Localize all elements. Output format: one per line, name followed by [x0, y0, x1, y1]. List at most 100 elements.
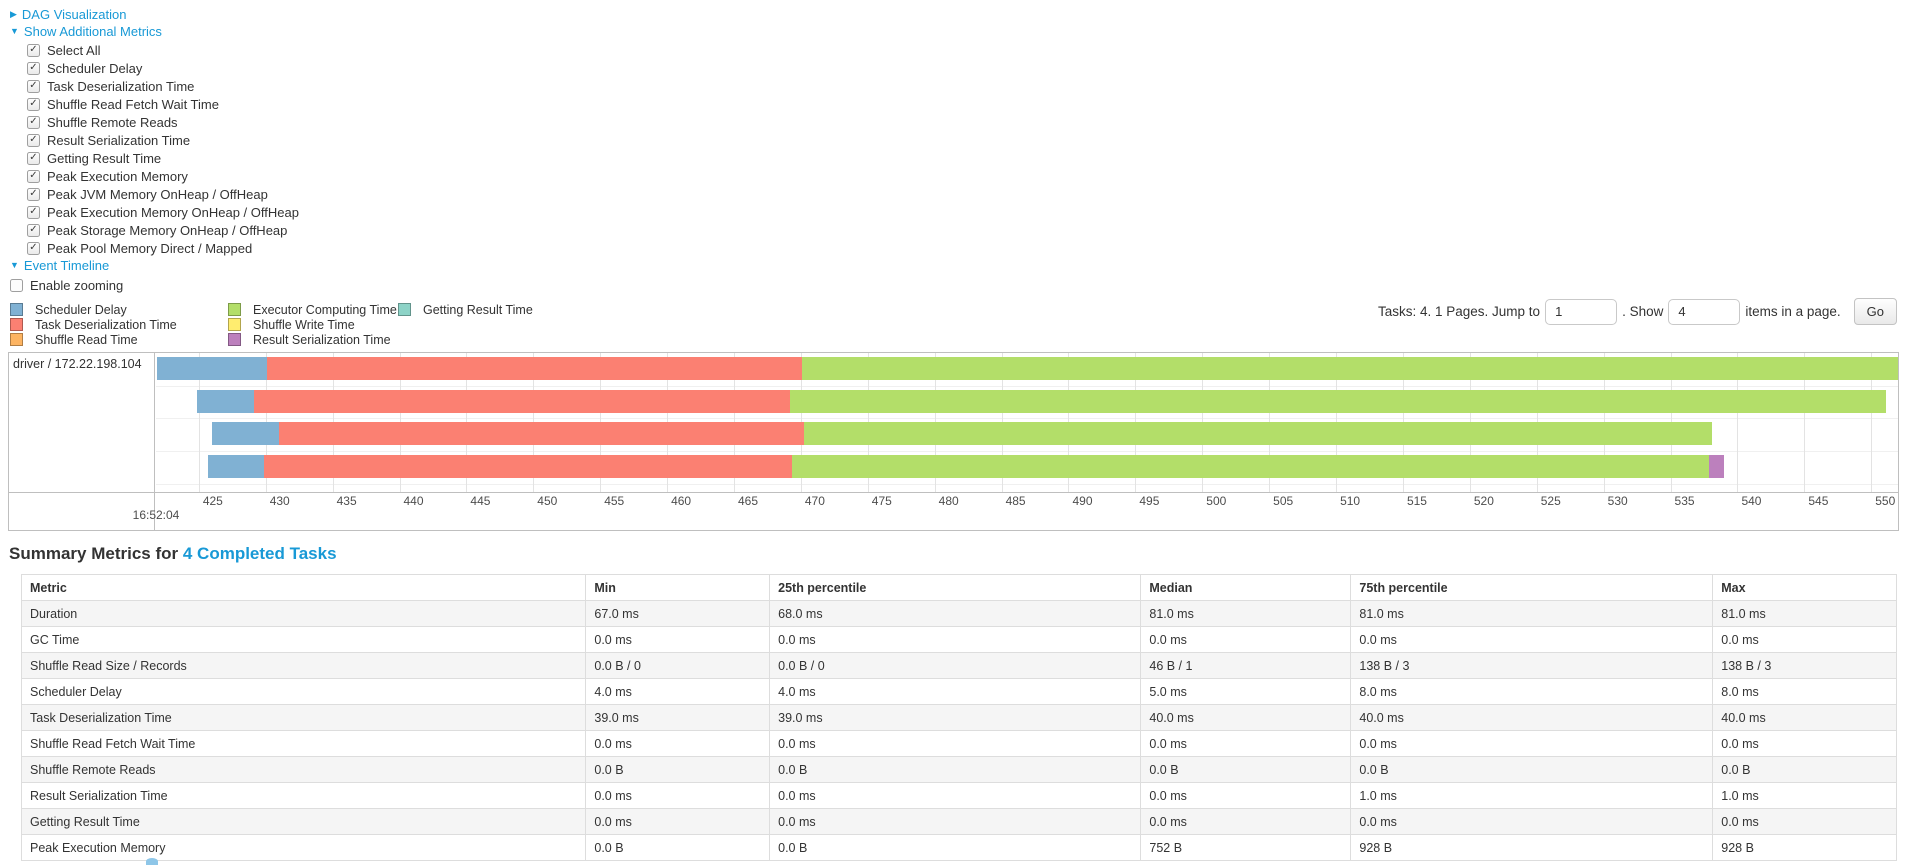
metric-checkbox-getting-result-time[interactable]: ✓ Getting Result Time [27, 149, 1899, 167]
metric-checkbox-peak-jvm-memory-onheap-offheap[interactable]: ✓ Peak JVM Memory OnHeap / OffHeap [27, 185, 1899, 203]
enable-zooming-checkbox[interactable]: Enable zooming [10, 276, 1899, 294]
metric-checkbox-peak-execution-memory[interactable]: ✓ Peak Execution Memory [27, 167, 1899, 185]
legend-item-result-serialization-time: Result Serialization Time [228, 332, 398, 347]
metric-checkbox-shuffle-remote-reads[interactable]: ✓ Shuffle Remote Reads [27, 113, 1899, 131]
summary-header-75th-percentile: 75th percentile [1350, 574, 1714, 601]
metric-checkbox-label: Peak JVM Memory OnHeap / OffHeap [47, 186, 268, 202]
metric-value-cell: 138 B / 3 [1712, 652, 1897, 679]
metric-checkbox-peak-storage-memory-onheap-offheap[interactable]: ✓ Peak Storage Memory OnHeap / OffHeap [27, 221, 1899, 239]
legend-label: Task Deserialization Time [35, 317, 177, 332]
task-1-segment-scheduler-delay[interactable] [197, 390, 254, 413]
task-2-segment-task-deserialization-time[interactable] [279, 422, 804, 445]
items-per-page-input[interactable] [1668, 298, 1741, 325]
checkbox-checked-icon[interactable]: ✓ [27, 151, 40, 165]
event-timeline-toggle[interactable]: ▼ Event Timeline [10, 258, 1899, 273]
metric-name-cell: Getting Result Time [20, 808, 587, 835]
legend-label: Result Serialization Time [253, 332, 391, 347]
metric-checkbox-task-deserialization-time[interactable]: ✓ Task Deserialization Time [27, 77, 1899, 95]
metric-value-cell: 0.0 ms [769, 730, 1142, 757]
metric-checkbox-scheduler-delay[interactable]: ✓ Scheduler Delay [27, 59, 1899, 77]
metric-value-cell: 40.0 ms [1712, 704, 1897, 731]
legend-item-shuffle-write-time: Shuffle Write Time [228, 317, 398, 332]
summary-metrics-title: Summary Metrics for 4 Completed Tasks [9, 544, 1899, 564]
timeline-legend: Scheduler Delay Task Deserialization Time… [10, 302, 533, 347]
summary-header-metric: Metric [20, 574, 587, 601]
metric-checkbox-peak-pool-memory-direct-mapped[interactable]: ✓ Peak Pool Memory Direct / Mapped [27, 239, 1899, 257]
cutoff-element [146, 858, 158, 865]
go-button[interactable]: Go [1853, 298, 1897, 325]
metric-value-cell: 68.0 ms [769, 600, 1142, 627]
summary-row-shuffle-remote-reads: Shuffle Remote Reads 0.0 B 0.0 B 0.0 B 0.0 B… [20, 756, 1897, 783]
checkbox-checked-icon[interactable]: ✓ [27, 133, 40, 147]
metric-value-cell: 0.0 B [769, 756, 1142, 783]
metric-value-cell: 40.0 ms [1140, 704, 1352, 731]
checkbox-checked-icon[interactable]: ✓ [27, 79, 40, 93]
checkbox-unchecked-icon[interactable] [10, 278, 23, 292]
checkbox-checked-icon[interactable]: ✓ [27, 97, 40, 111]
jump-to-page-input[interactable] [1545, 298, 1618, 325]
metric-value-cell: 752 B [1140, 834, 1352, 861]
task-0-segment-scheduler-delay[interactable] [157, 357, 268, 380]
metric-checkbox-label: Select All [47, 42, 101, 58]
task-3-segment-task-deserialization-time[interactable] [264, 455, 792, 478]
metric-value-cell: 40.0 ms [1350, 704, 1714, 731]
metric-value-cell: 4.0 ms [769, 678, 1142, 705]
axis-tick-label: 530 [1607, 494, 1628, 508]
event-timeline-chart: driver / 172.22.198.104 425 430 435 440 445 4… [8, 352, 1899, 531]
task-2-segment-executor-computing-time[interactable] [803, 422, 1713, 445]
checkbox-checked-icon[interactable]: ✓ [27, 115, 40, 129]
dag-visualization-toggle[interactable]: ▶ DAG Visualization [10, 7, 1899, 22]
legend-item-shuffle-read-time: Shuffle Read Time [10, 332, 228, 347]
checkbox-checked-icon[interactable]: ✓ [27, 169, 40, 183]
metric-name-cell: Shuffle Remote Reads [20, 756, 587, 783]
task-3-segment-scheduler-delay[interactable] [208, 455, 265, 478]
legend-swatch-icon [10, 318, 23, 331]
legend-column: Getting Result Time [398, 302, 533, 347]
task-0-segment-executor-computing-time[interactable] [802, 357, 1898, 380]
metric-value-cell: 0.0 ms [769, 782, 1142, 809]
summary-header-max: Max [1712, 574, 1897, 601]
row-gridline [156, 418, 1898, 419]
legend-swatch-icon [228, 318, 241, 331]
axis-tick-label: 435 [336, 494, 357, 508]
metric-value-cell: 0.0 ms [769, 808, 1142, 835]
enable-zooming-label: Enable zooming [30, 277, 124, 293]
task-1-segment-executor-computing-time[interactable] [790, 390, 1886, 413]
show-additional-metrics-toggle[interactable]: ▼ Show Additional Metrics [10, 24, 1899, 39]
metric-value-cell: 0.0 ms [769, 626, 1142, 653]
metric-value-cell: 4.0 ms [585, 678, 771, 705]
task-3-segment-result-serialization-time[interactable] [1709, 455, 1725, 478]
metric-checkbox-result-serialization-time[interactable]: ✓ Result Serialization Time [27, 131, 1899, 149]
metric-checkbox-select-all[interactable]: ✓ Select All [27, 41, 1899, 59]
checkbox-checked-icon[interactable]: ✓ [27, 61, 40, 75]
checkbox-checked-icon[interactable]: ✓ [27, 187, 40, 201]
task-2-segment-scheduler-delay[interactable] [212, 422, 280, 445]
axis-tick-label: 515 [1406, 494, 1427, 508]
axis-tick-label: 440 [403, 494, 424, 508]
metric-checkbox-label: Peak Execution Memory [47, 168, 188, 184]
metric-checkbox-label: Shuffle Read Fetch Wait Time [47, 96, 219, 112]
task-1-segment-task-deserialization-time[interactable] [253, 390, 791, 413]
metric-checkbox-label: Shuffle Remote Reads [47, 114, 178, 130]
checkbox-checked-icon[interactable]: ✓ [27, 223, 40, 237]
legend-swatch-icon [228, 303, 241, 316]
task-0-segment-task-deserialization-time[interactable] [267, 357, 803, 380]
metric-name-cell: Peak Execution Memory [20, 834, 587, 861]
metric-checkbox-peak-execution-memory-onheap-offheap[interactable]: ✓ Peak Execution Memory OnHeap / OffHeap [27, 203, 1899, 221]
metric-checkbox-label: Result Serialization Time [47, 132, 191, 148]
checkbox-checked-icon[interactable]: ✓ [27, 205, 40, 219]
metric-checkbox-shuffle-read-fetch-wait-time[interactable]: ✓ Shuffle Read Fetch Wait Time [27, 95, 1899, 113]
task-3-segment-executor-computing-time[interactable] [791, 455, 1710, 478]
expanded-arrow-icon: ▼ [10, 260, 19, 270]
checkbox-checked-icon[interactable]: ✓ [27, 43, 40, 57]
axis-tick-label: 535 [1674, 494, 1695, 508]
summary-row-peak-execution-memory: Peak Execution Memory 0.0 B 0.0 B 752 B 928 … [20, 834, 1897, 861]
metric-checkbox-label: Peak Storage Memory OnHeap / OffHeap [47, 222, 288, 238]
additional-metrics-checkbox-list: ✓ Select All ✓ Scheduler Delay ✓ Task Deseria… [8, 41, 1899, 257]
completed-tasks-link[interactable]: 4 Completed Tasks [182, 544, 337, 563]
metric-name-cell: Scheduler Delay [20, 678, 587, 705]
axis-tick-label: 495 [1139, 494, 1160, 508]
metric-value-cell: 0.0 ms [1350, 626, 1714, 653]
checkbox-checked-icon[interactable]: ✓ [27, 241, 40, 255]
metric-name-cell: Shuffle Read Fetch Wait Time [20, 730, 587, 757]
